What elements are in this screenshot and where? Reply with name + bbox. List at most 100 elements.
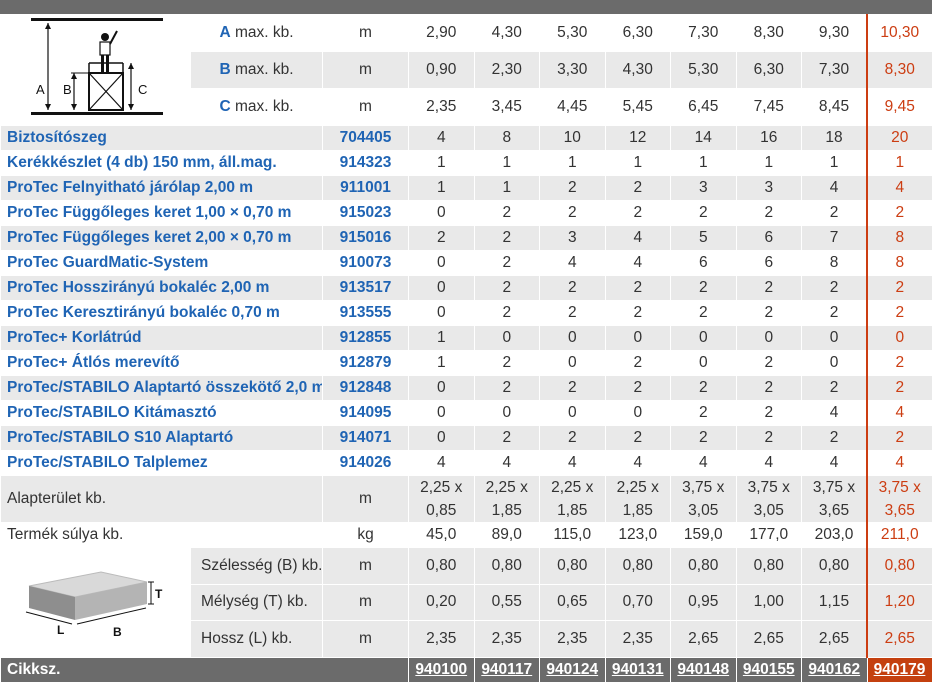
component-qty-cell: 0 — [605, 326, 671, 351]
footprint-value-line2: 0,85 — [409, 499, 474, 522]
component-qty-cell: 8 — [802, 251, 868, 276]
component-qty-cell: 2 — [605, 301, 671, 326]
component-qty-cell: 2 — [474, 301, 540, 326]
component-code: 914026 — [323, 451, 409, 476]
component-qty-cell: 0 — [409, 426, 475, 451]
article-number-link[interactable]: 940117 — [474, 658, 540, 683]
dimension-label: C max. kb. — [191, 89, 323, 126]
component-qty-cell: 2 — [605, 351, 671, 376]
component-qty-cell: 0 — [540, 401, 606, 426]
package-dimension-value-cell: 0,95 — [671, 584, 737, 621]
component-qty-cell: 4 — [802, 176, 868, 201]
component-qty-cell: 2 — [802, 301, 868, 326]
component-qty-cell: 4 — [605, 251, 671, 276]
component-qty-cell: 2 — [474, 251, 540, 276]
weight-label: Termék súlya kb. — [1, 523, 323, 548]
component-qty-cell: 1 — [736, 151, 802, 176]
article-number-link[interactable]: 940131 — [605, 658, 671, 683]
component-qty-cell: 2 — [867, 301, 932, 326]
dimension-letter: B — [219, 61, 230, 78]
component-qty-cell: 2 — [671, 201, 737, 226]
box-label-b: B — [113, 625, 122, 639]
dimension-value-cell: 2,90 — [409, 15, 475, 52]
component-code: 914323 — [323, 151, 409, 176]
top-bar — [0, 0, 932, 14]
footprint-value-line2: 1,85 — [540, 499, 605, 522]
dimension-suffix: max. kb. — [231, 24, 294, 41]
component-qty-cell: 1 — [409, 326, 475, 351]
component-qty-cell: 2 — [671, 376, 737, 401]
component-name: ProTec Keresztirányú bokaléc 0,70 m — [1, 301, 323, 326]
component-qty-cell: 6 — [736, 226, 802, 251]
footprint-label: Alapterület kb. — [1, 476, 323, 523]
component-qty-cell: 7 — [802, 226, 868, 251]
package-dimension-value-cell: 0,20 — [409, 584, 475, 621]
component-qty-cell: 0 — [605, 401, 671, 426]
package-dimension-value-cell: 0,80 — [802, 548, 868, 585]
article-number-link[interactable]: 940179 — [867, 658, 932, 683]
article-number-link[interactable]: 940124 — [540, 658, 606, 683]
component-name: ProTec Függőleges keret 1,00 × 0,70 m — [1, 201, 323, 226]
weight-value-cell: 177,0 — [736, 523, 802, 548]
package-dimension-value-cell: 0,70 — [605, 584, 671, 621]
dimension-value-cell: 4,30 — [474, 15, 540, 52]
package-dimension-value-cell: 1,15 — [802, 584, 868, 621]
box-label-l: L — [57, 623, 64, 637]
scaffold-label-b: B — [63, 82, 72, 97]
component-qty-cell: 2 — [736, 426, 802, 451]
component-qty-cell: 8 — [867, 251, 932, 276]
component-name: ProTec Függőleges keret 2,00 × 0,70 m — [1, 226, 323, 251]
component-qty-cell: 2 — [867, 376, 932, 401]
package-dimension-value-cell: 0,80 — [671, 548, 737, 585]
article-number-label: Cikksz. — [1, 658, 409, 683]
package-dimension-value-cell: 2,65 — [736, 621, 802, 658]
weight-value-cell: 123,0 — [605, 523, 671, 548]
component-row: ProTec/STABILO Alaptartó összekötő 2,0 m… — [1, 376, 932, 401]
article-number-link[interactable]: 940162 — [802, 658, 868, 683]
package-dimension-value-cell: 0,55 — [474, 584, 540, 621]
article-number-link[interactable]: 940155 — [736, 658, 802, 683]
component-qty-cell: 2 — [867, 201, 932, 226]
component-name: ProTec/STABILO Talplemez — [1, 451, 323, 476]
package-dimension-label: Szélesség (B) kb. — [191, 548, 323, 585]
component-code: 912855 — [323, 326, 409, 351]
component-qty-cell: 4 — [671, 451, 737, 476]
component-qty-cell: 0 — [474, 401, 540, 426]
package-image: T L B — [1, 548, 191, 658]
package-dimension-value-cell: 2,35 — [605, 621, 671, 658]
component-qty-cell: 4 — [605, 451, 671, 476]
component-qty-cell: 0 — [802, 351, 868, 376]
component-qty-cell: 2 — [867, 426, 932, 451]
component-qty-cell: 1 — [474, 151, 540, 176]
component-name: ProTec Felnyitható járólap 2,00 m — [1, 176, 323, 201]
footprint-value-line1: 3,75 x — [737, 476, 802, 499]
component-qty-cell: 2 — [736, 376, 802, 401]
component-qty-cell: 0 — [409, 201, 475, 226]
scaffold-diagram-icon: A B C — [1, 15, 191, 120]
box-label-t: T — [155, 587, 163, 601]
component-name: ProTec Hosszirányú bokaléc 2,00 m — [1, 276, 323, 301]
article-number-link[interactable]: 940148 — [671, 658, 737, 683]
component-qty-cell: 2 — [605, 176, 671, 201]
component-qty-cell: 10 — [540, 126, 606, 151]
component-qty-cell: 6 — [671, 251, 737, 276]
component-qty-cell: 2 — [474, 426, 540, 451]
dimension-value-cell: 9,45 — [867, 89, 932, 126]
component-name: ProTec+ Átlós merevítő — [1, 351, 323, 376]
article-number-link[interactable]: 940100 — [409, 658, 475, 683]
component-qty-cell: 6 — [736, 251, 802, 276]
component-qty-cell: 2 — [409, 226, 475, 251]
component-qty-cell: 2 — [605, 276, 671, 301]
dimension-value-cell: 6,30 — [736, 52, 802, 89]
component-qty-cell: 4 — [867, 176, 932, 201]
dimension-value-cell: 5,30 — [671, 52, 737, 89]
